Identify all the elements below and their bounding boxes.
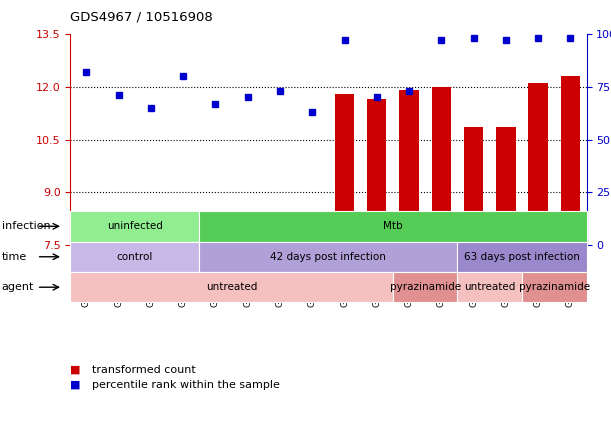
Bar <box>174 214 193 245</box>
Text: ■: ■ <box>70 365 81 375</box>
Bar <box>561 76 580 245</box>
Text: agent: agent <box>2 282 34 292</box>
Bar <box>335 94 354 245</box>
Bar <box>496 127 516 245</box>
Bar <box>431 87 451 245</box>
Text: percentile rank within the sample: percentile rank within the sample <box>92 380 279 390</box>
Bar <box>206 238 225 245</box>
Bar <box>400 90 419 245</box>
Bar <box>367 99 387 245</box>
Bar <box>270 222 290 245</box>
Bar <box>77 217 96 245</box>
Text: control: control <box>117 252 153 262</box>
Bar <box>238 224 257 245</box>
Text: untreated: untreated <box>464 282 516 292</box>
Text: 63 days post infection: 63 days post infection <box>464 252 580 262</box>
Bar <box>302 240 322 245</box>
Text: pyrazinamide: pyrazinamide <box>519 282 590 292</box>
Text: ■: ■ <box>70 380 81 390</box>
Text: infection: infection <box>2 221 51 231</box>
Text: untreated: untreated <box>206 282 257 292</box>
Bar <box>529 83 548 245</box>
Bar <box>141 242 161 245</box>
Text: GDS4967 / 10516908: GDS4967 / 10516908 <box>70 11 213 24</box>
Text: Mtb: Mtb <box>383 221 403 231</box>
Text: time: time <box>2 252 27 262</box>
Text: pyrazinamide: pyrazinamide <box>390 282 461 292</box>
Text: 42 days post infection: 42 days post infection <box>271 252 386 262</box>
Bar <box>109 222 128 245</box>
Bar <box>464 127 483 245</box>
Text: uninfected: uninfected <box>107 221 163 231</box>
Text: transformed count: transformed count <box>92 365 196 375</box>
